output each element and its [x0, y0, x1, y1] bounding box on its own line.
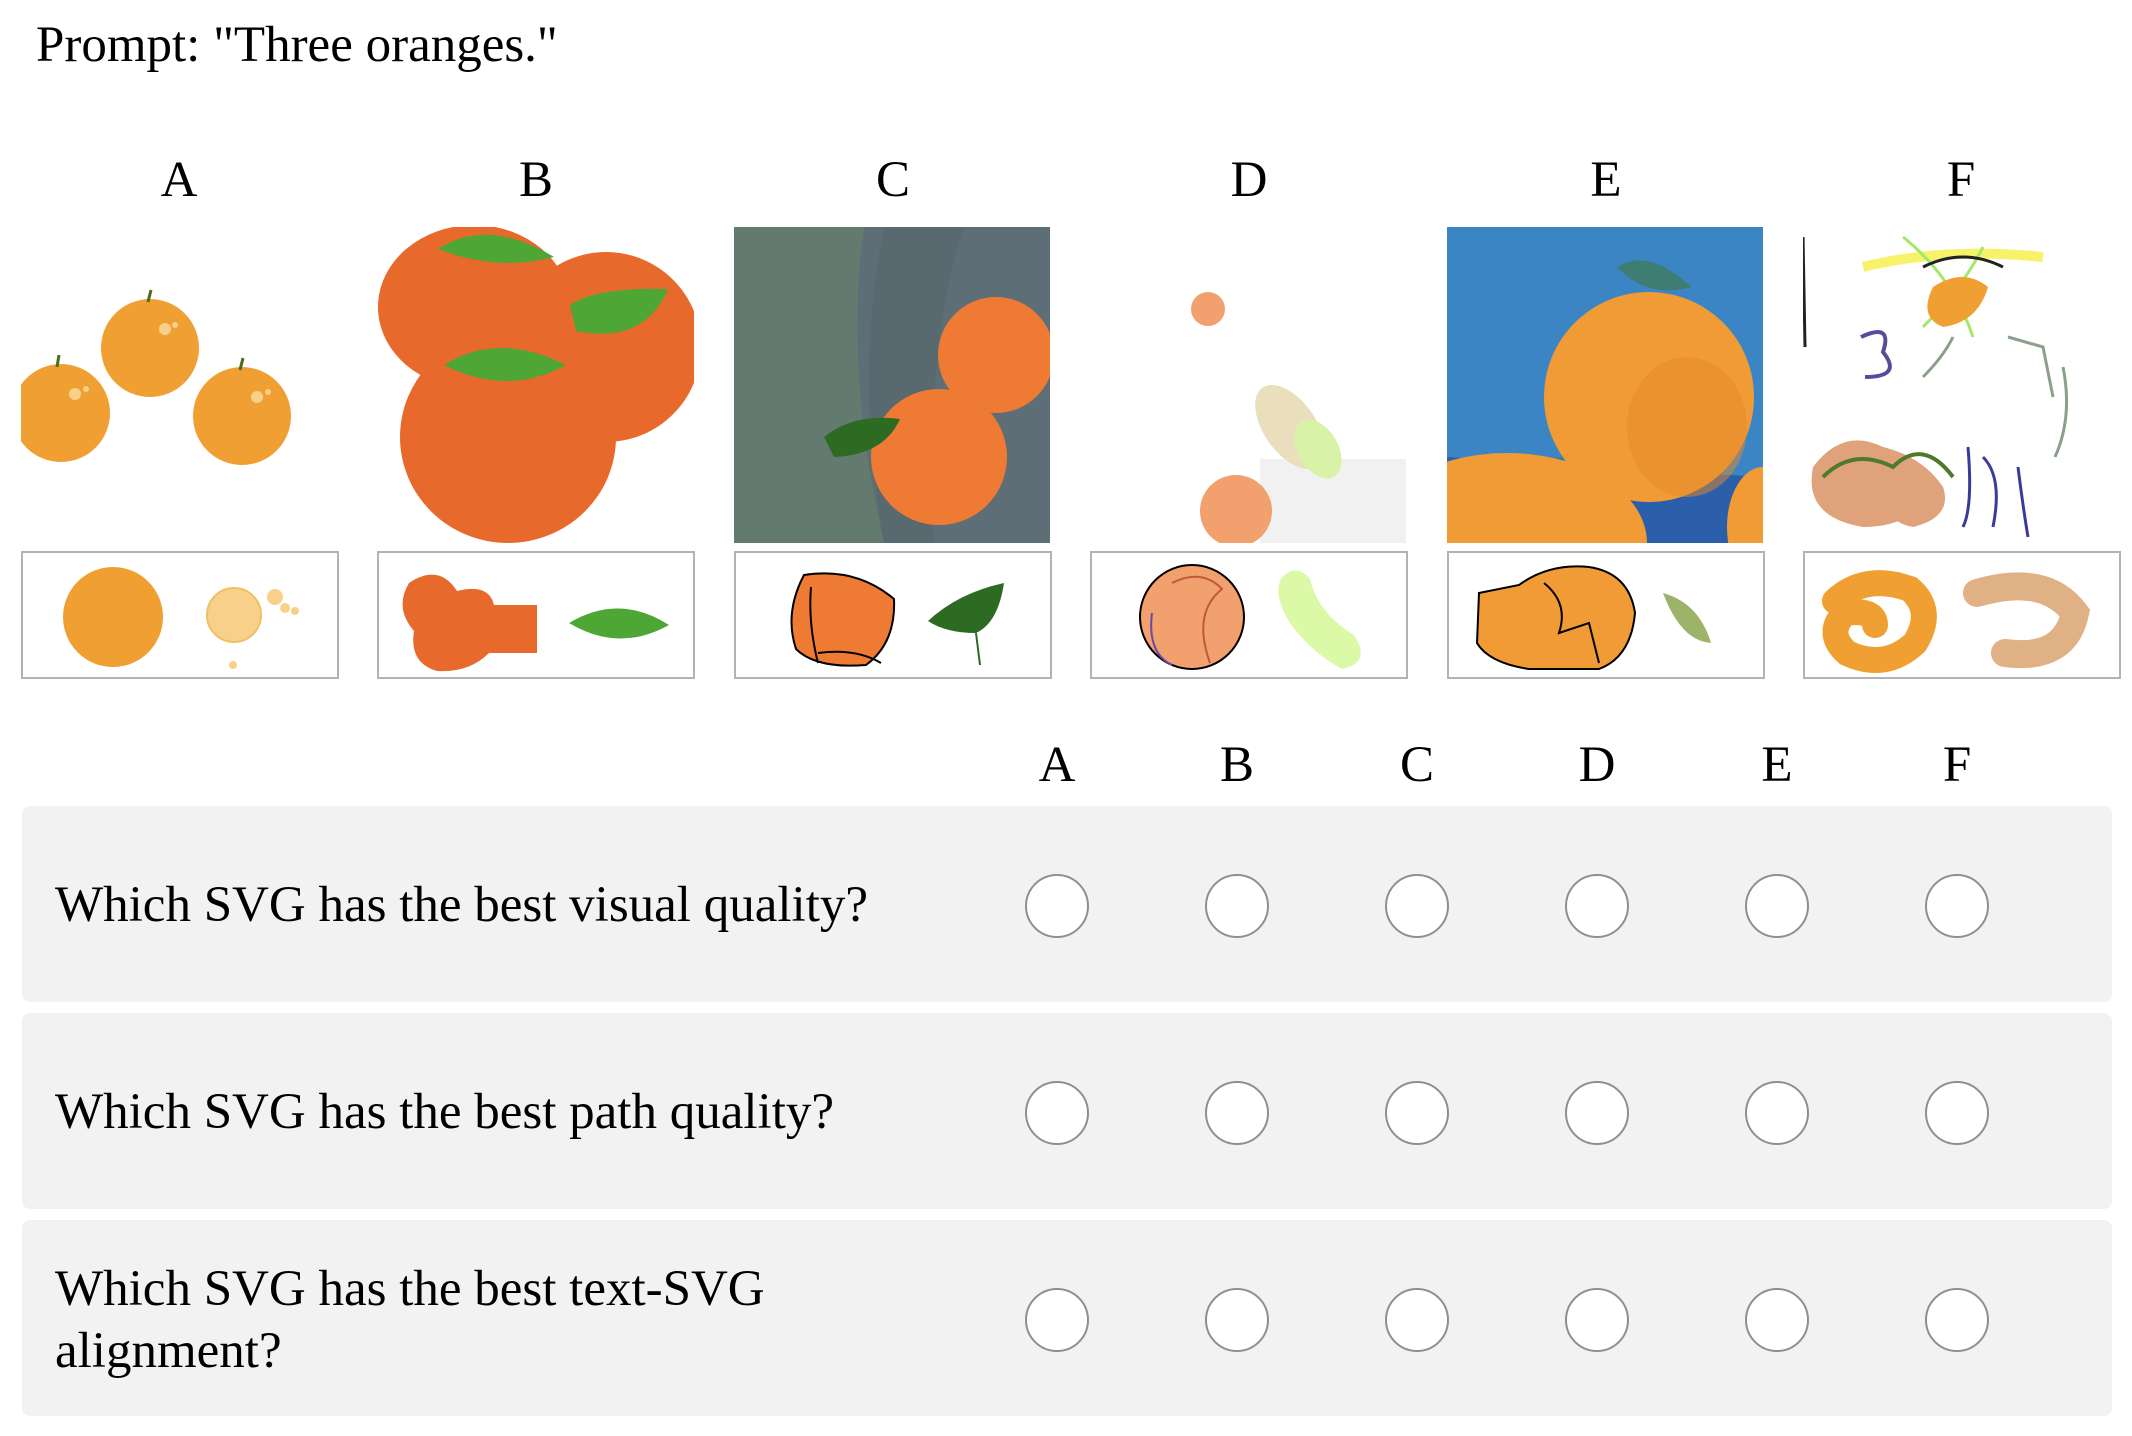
question-text: Which SVG has the best visual quality? [55, 877, 869, 933]
radio-path-d[interactable] [1565, 1081, 1629, 1145]
radio-alignment-a[interactable] [1025, 1288, 1089, 1352]
column-header-c: C [1399, 737, 1435, 793]
radio-path-c[interactable] [1385, 1081, 1449, 1145]
radio-visual-f[interactable] [1925, 874, 1989, 938]
column-header-f: F [1942, 737, 1972, 793]
svg-image-b [378, 227, 694, 543]
radio-alignment-f[interactable] [1925, 1288, 1989, 1352]
candidate-label-f: F [1946, 152, 1976, 208]
column-header-e: E [1761, 737, 1793, 793]
svg-components-d [1090, 551, 1408, 679]
candidate-label-e: E [1590, 152, 1622, 208]
svg-image-a [21, 227, 337, 543]
radio-visual-e[interactable] [1745, 874, 1809, 938]
svg-components-b [377, 551, 695, 679]
candidate-label-a: A [160, 152, 198, 208]
svg-image-e [1447, 227, 1763, 543]
column-header-d: D [1578, 737, 1616, 793]
prompt-text: Prompt: "Three oranges." [36, 17, 558, 73]
radio-visual-b[interactable] [1205, 874, 1269, 938]
radio-path-f[interactable] [1925, 1081, 1989, 1145]
svg-components-f [1803, 551, 2121, 679]
radio-visual-a[interactable] [1025, 874, 1089, 938]
column-header-a: A [1038, 737, 1076, 793]
svg-image-c [734, 227, 1050, 543]
radio-path-e[interactable] [1745, 1081, 1809, 1145]
column-header-b: B [1219, 737, 1255, 793]
radio-alignment-c[interactable] [1385, 1288, 1449, 1352]
svg-image-d [1090, 227, 1406, 543]
svg-image-f [1803, 227, 2119, 543]
svg-components-a [21, 551, 339, 679]
svg-components-e [1447, 551, 1765, 679]
candidate-label-d: D [1230, 152, 1268, 208]
question-text: Which SVG has the best text-SVG alignmen… [55, 1261, 765, 1379]
question-text: Which SVG has the best path quality? [55, 1084, 834, 1140]
radio-alignment-d[interactable] [1565, 1288, 1629, 1352]
radio-path-a[interactable] [1025, 1081, 1089, 1145]
radio-visual-d[interactable] [1565, 874, 1629, 938]
svg-components-c [734, 551, 1052, 679]
radio-alignment-b[interactable] [1205, 1288, 1269, 1352]
candidate-label-c: C [875, 152, 911, 208]
candidate-label-b: B [518, 152, 554, 208]
radio-path-b[interactable] [1205, 1081, 1269, 1145]
radio-visual-c[interactable] [1385, 874, 1449, 938]
radio-alignment-e[interactable] [1745, 1288, 1809, 1352]
